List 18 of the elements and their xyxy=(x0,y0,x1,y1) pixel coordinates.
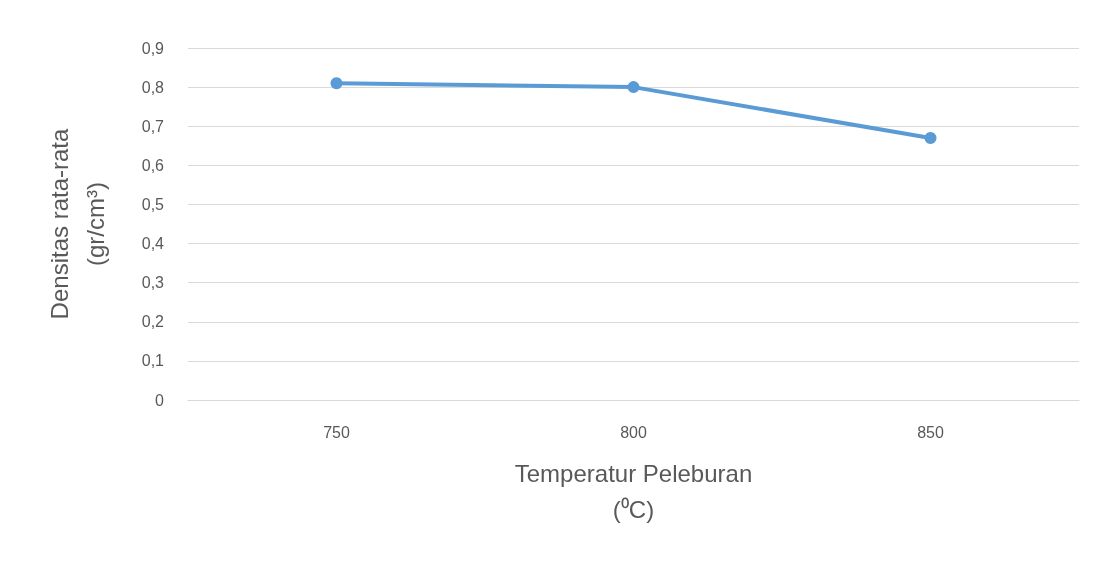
x-tick-label: 750 xyxy=(323,423,350,441)
y-tick-label: 0,3 xyxy=(141,274,165,292)
y-tick-label: 0,5 xyxy=(141,195,165,213)
y-tick-label: 0 xyxy=(155,391,165,409)
y-tick-label: 0,4 xyxy=(141,235,165,253)
point xyxy=(924,131,937,144)
y-tick-label: 0,7 xyxy=(141,117,165,135)
y-tick-label: 0,6 xyxy=(141,156,165,174)
y-tick-label: 0,9 xyxy=(141,39,165,57)
y-axis-title: Densitas rata-rata (gr/cm³) xyxy=(45,127,109,320)
x-axis-title: Temperatur Peleburan (⁰C) xyxy=(514,459,753,523)
y-tick-label: 0,8 xyxy=(141,78,165,96)
point xyxy=(627,81,640,94)
y-tick-label: 0,1 xyxy=(141,352,165,370)
x-tick-label: 800 xyxy=(620,423,647,441)
y-tick-label: 0,2 xyxy=(141,313,165,331)
x-tick-label: 850 xyxy=(917,423,944,441)
point xyxy=(330,77,343,90)
